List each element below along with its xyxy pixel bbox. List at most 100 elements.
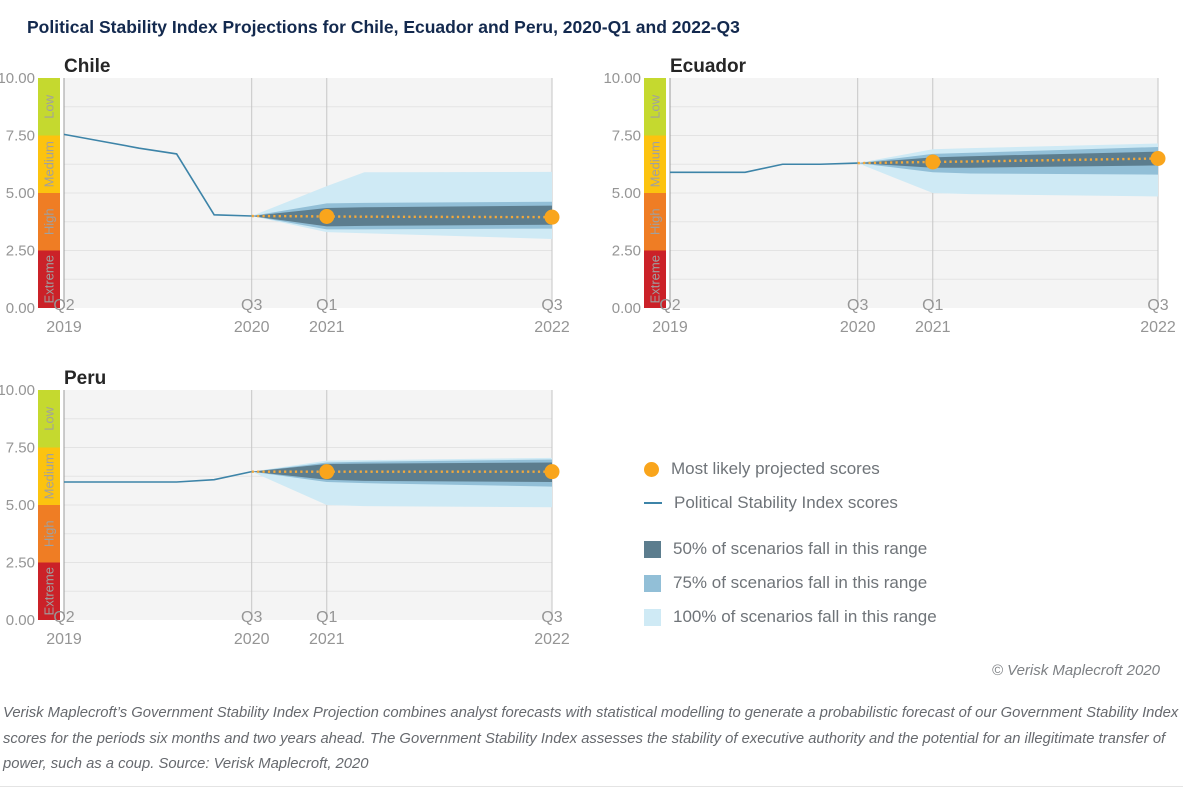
risk-band-label: Medium bbox=[648, 141, 663, 187]
y-tick-label: 5.00 bbox=[612, 185, 641, 202]
legend-item-index-scores: Political Stability Index scores bbox=[644, 486, 937, 520]
most-likely-marker bbox=[319, 208, 335, 224]
risk-band-label: Extreme bbox=[42, 567, 57, 615]
x-tick-quarter: Q3 bbox=[847, 297, 868, 314]
x-tick-year: 2019 bbox=[46, 319, 82, 336]
y-tick-label: 10.00 bbox=[0, 70, 35, 87]
chart-chile-svg: Low Medium High Extreme 10.00 7.50 5.00 2.50 0.0… bbox=[0, 56, 570, 336]
x-tick-quarter: Q3 bbox=[241, 297, 262, 314]
legend-label: Political Stability Index scores bbox=[674, 493, 898, 512]
x-tick-quarter: Q3 bbox=[1147, 297, 1168, 314]
risk-band-label: Extreme bbox=[42, 255, 57, 303]
x-tick-quarter: Q1 bbox=[316, 609, 337, 626]
index-line-swatch bbox=[644, 501, 662, 505]
most-likely-marker bbox=[544, 464, 560, 480]
y-tick-label: 2.50 bbox=[6, 243, 35, 260]
risk-band-low bbox=[644, 78, 666, 136]
most-likely-marker-swatch bbox=[644, 461, 659, 477]
x-tick-year: 2019 bbox=[46, 631, 82, 648]
x-tick-year: 2021 bbox=[915, 319, 951, 336]
chart-ecuador-svg: Low Medium High Extreme 10.00 7.50 5.00 2.50 0.0… bbox=[603, 56, 1175, 336]
risk-band-high bbox=[644, 193, 666, 251]
risk-band-label: High bbox=[42, 520, 57, 547]
x-tick-quarter: Q2 bbox=[53, 609, 74, 626]
most-likely-marker bbox=[925, 154, 941, 170]
x-tick-year: 2022 bbox=[1140, 319, 1176, 336]
history-line bbox=[670, 162, 858, 174]
band-50pct-swatch bbox=[644, 540, 661, 558]
risk-band-label: High bbox=[42, 208, 57, 235]
risk-band-medium bbox=[644, 135, 666, 193]
band-100pct-swatch bbox=[644, 608, 661, 626]
projection-dotted-line bbox=[857, 157, 1159, 165]
legend-item-75pct: 75% of scenarios fall in this range bbox=[644, 566, 937, 600]
legend-item-100pct: 100% of scenarios fall in this range bbox=[644, 600, 937, 634]
y-tick-label: 5.00 bbox=[6, 185, 35, 202]
risk-band-label: Medium bbox=[42, 141, 57, 187]
risk-band-extreme bbox=[38, 250, 60, 308]
risk-band-high bbox=[38, 193, 60, 251]
risk-band-high bbox=[38, 505, 60, 563]
y-tick-label: 0.00 bbox=[6, 612, 35, 629]
y-tick-label: 7.50 bbox=[6, 128, 35, 145]
x-tick-year: 2021 bbox=[309, 319, 345, 336]
x-tick-year: 2020 bbox=[840, 319, 876, 336]
y-tick-label: 0.00 bbox=[6, 300, 35, 317]
most-likely-marker bbox=[544, 209, 560, 225]
copyright-text: © Verisk Maplecroft 2020 bbox=[991, 662, 1160, 679]
chart-title: Ecuador bbox=[670, 56, 747, 77]
risk-band-label: Extreme bbox=[648, 255, 663, 303]
risk-band-label: High bbox=[648, 208, 663, 235]
x-tick-year: 2019 bbox=[652, 319, 688, 336]
most-likely-marker bbox=[1150, 151, 1166, 166]
risk-band-label: Low bbox=[42, 406, 57, 430]
x-tick-year: 2020 bbox=[234, 631, 270, 648]
band-75pct-swatch bbox=[644, 574, 661, 592]
chart-title: Chile bbox=[64, 56, 110, 77]
chart-peru-svg: Low Medium High Extreme 10.00 7.50 5.00 2.50 0.0… bbox=[0, 368, 570, 648]
risk-band-extreme bbox=[644, 250, 666, 308]
x-tick-quarter: Q1 bbox=[922, 297, 943, 314]
risk-band-label: Low bbox=[648, 94, 663, 118]
y-tick-label: 2.50 bbox=[6, 555, 35, 572]
legend-item-most-likely: Most likely projected scores bbox=[644, 452, 937, 486]
x-tick-quarter: Q3 bbox=[541, 609, 562, 626]
risk-band-extreme bbox=[38, 562, 60, 620]
x-tick-year: 2022 bbox=[534, 319, 570, 336]
most-likely-marker bbox=[319, 464, 335, 480]
risk-band-label: Low bbox=[42, 94, 57, 118]
x-tick-year: 2020 bbox=[234, 319, 270, 336]
page-title: Political Stability Index Projections fo… bbox=[27, 17, 740, 37]
y-tick-label: 2.50 bbox=[612, 243, 641, 260]
y-tick-label: 10.00 bbox=[603, 70, 641, 87]
legend-item-50pct: 50% of scenarios fall in this range bbox=[644, 532, 937, 566]
history-line bbox=[64, 470, 252, 483]
y-tick-label: 7.50 bbox=[612, 128, 641, 145]
chart-ecuador: Low Medium High Extreme 10.00 7.50 5.00 2.50 0.0… bbox=[603, 56, 1175, 348]
x-tick-quarter: Q2 bbox=[53, 297, 74, 314]
bottom-divider bbox=[0, 786, 1183, 787]
legend-label: Most likely projected scores bbox=[671, 459, 880, 478]
legend-label: 100% of scenarios fall in this range bbox=[673, 607, 937, 626]
risk-band-label: Medium bbox=[42, 453, 57, 499]
x-tick-quarter: Q3 bbox=[541, 297, 562, 314]
chart-title: Peru bbox=[64, 368, 106, 389]
projection-dotted-line bbox=[251, 214, 553, 219]
y-tick-label: 10.00 bbox=[0, 382, 35, 399]
risk-band-medium bbox=[38, 447, 60, 505]
legend-label: 75% of scenarios fall in this range bbox=[673, 573, 928, 592]
y-tick-label: 0.00 bbox=[612, 300, 641, 317]
y-tick-label: 5.00 bbox=[6, 497, 35, 514]
legend-label: 50% of scenarios fall in this range bbox=[673, 539, 928, 558]
chart-chile: Low Medium High Extreme 10.00 7.50 5.00 2.50 0.0… bbox=[0, 56, 570, 348]
chart-peru: Low Medium High Extreme 10.00 7.50 5.00 2.50 0.0… bbox=[0, 368, 570, 660]
risk-band-low bbox=[38, 390, 60, 448]
legend: Most likely projected scores Political S… bbox=[644, 452, 937, 634]
x-tick-year: 2022 bbox=[534, 631, 570, 648]
x-tick-quarter: Q1 bbox=[316, 297, 337, 314]
x-tick-quarter: Q2 bbox=[659, 297, 680, 314]
history-line bbox=[63, 133, 252, 217]
x-tick-year: 2021 bbox=[309, 631, 345, 648]
risk-band-low bbox=[38, 78, 60, 136]
